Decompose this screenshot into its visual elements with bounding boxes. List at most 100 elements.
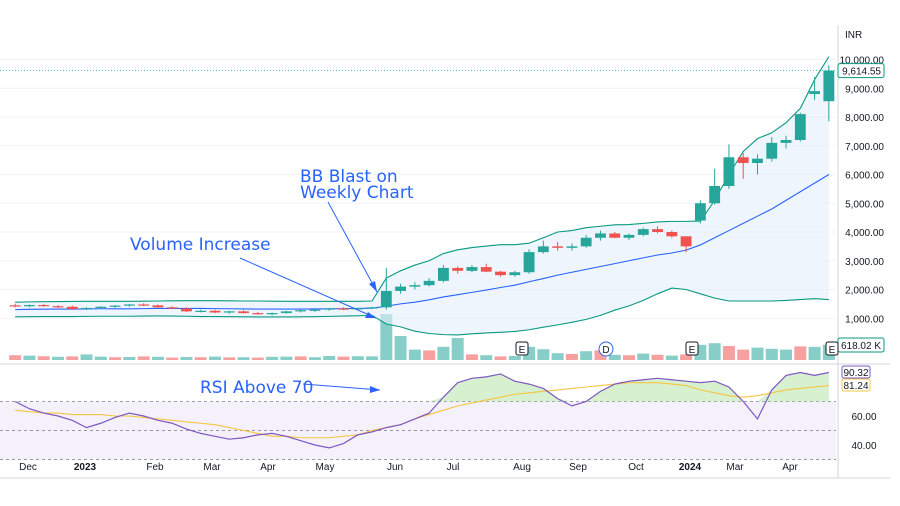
volume-bar [808, 346, 821, 360]
annotation-bb-blast: Weekly Chart [300, 183, 414, 203]
rsi-value-tag [841, 365, 871, 379]
currency-label: INR [845, 30, 862, 41]
annotation-rsi: RSI Above 70 [200, 378, 313, 398]
time-axis-label: Apr [260, 462, 276, 473]
volume-bar [66, 356, 79, 360]
annotation-volume: Volume Increase [130, 235, 271, 255]
rsi-ma-label: 81.24 [843, 381, 868, 392]
volume-bar [665, 355, 678, 360]
time-axis-label: Apr [782, 462, 798, 473]
bollinger-bands [15, 56, 830, 336]
candle-body [81, 307, 92, 310]
volume-bar [508, 356, 521, 360]
time-axis-label: Jul [447, 462, 460, 473]
candle-body [752, 158, 763, 163]
volume-bar [523, 346, 536, 360]
candle-body [566, 246, 578, 248]
price-tick-label: 1,000.00 [845, 314, 884, 325]
volume-bar [594, 350, 607, 360]
volume-bar [437, 346, 450, 360]
time-axis-label: 2023 [74, 462, 97, 473]
candle-body [680, 236, 692, 247]
annotation-arrow-volume [239, 257, 377, 319]
price-axis: INR 10,000.00 9,000.00 8,000.00 7,000.00 6,0… [0, 30, 885, 353]
volume-bar [451, 338, 464, 360]
price-tick-label: 4,000.00 [845, 228, 884, 239]
candle-body [623, 234, 635, 238]
volume-bar [308, 357, 321, 360]
candle-body [323, 308, 335, 310]
candle-body [195, 310, 207, 312]
volume-bar [294, 356, 307, 360]
volume-bar [408, 349, 421, 360]
candle-body [609, 233, 621, 238]
bb-upper-line [15, 56, 830, 303]
time-axis-label: May [316, 462, 335, 473]
candle-body [794, 114, 806, 140]
annotation-arrow-bb [327, 201, 378, 293]
rsi-value-label: 90.32 [843, 368, 868, 379]
candle-body [780, 140, 792, 143]
candle-body [480, 267, 492, 272]
price-tick-label: 9,000.00 [845, 84, 884, 95]
rsi-pane: 60.00 40.00 90.32 81.24 [0, 365, 877, 460]
candle-body [723, 157, 735, 186]
candle-body [537, 246, 549, 253]
volume-bar [551, 353, 564, 360]
volume-bar [366, 356, 379, 360]
candle-body [123, 304, 135, 306]
rsi-line [14, 371, 829, 449]
volume-bar [765, 348, 778, 360]
volume-bar [751, 347, 764, 360]
rsi-ma-tag [841, 378, 871, 392]
volume-bar [637, 353, 650, 360]
time-axis-label: Dec [19, 462, 37, 473]
candle-body [495, 271, 506, 276]
volume-bar [223, 357, 236, 360]
bb-band-fill [15, 56, 829, 335]
candle-body [637, 229, 649, 235]
volume-bar [423, 350, 436, 360]
candle-body [66, 306, 78, 310]
candle-body [152, 305, 164, 308]
candle-body [209, 310, 221, 313]
candle-body [95, 306, 107, 308]
candle-body [395, 286, 407, 291]
volume-bar [323, 356, 336, 360]
annotation-arrow-rsi [302, 383, 381, 391]
candle-body [823, 70, 835, 102]
volume-bar [794, 346, 807, 360]
bb-lower-line [15, 287, 829, 336]
candle-body [9, 305, 21, 307]
candle-body [466, 267, 478, 271]
candle-body [238, 311, 249, 314]
price-tick-label: 5,000.00 [845, 199, 884, 210]
volume-bar [266, 356, 279, 360]
time-axis-label: Oct [628, 462, 644, 473]
candle-body [380, 290, 392, 308]
volume-bar [209, 356, 221, 360]
candle-body [694, 203, 706, 221]
dividend-marker-label: D [602, 345, 609, 356]
volume-bar [80, 354, 93, 360]
price-tick-label: 6,000.00 [845, 171, 884, 182]
candle-body [352, 308, 364, 310]
time-axis: Dec 2023 Feb Mar Apr May Jun Jul Aug Sep Oct 2024 Ma… [19, 462, 798, 473]
volume-bar [565, 354, 578, 360]
candle-body [38, 305, 50, 307]
candle-body [595, 233, 606, 238]
volume-bar [166, 357, 179, 360]
candle-body [452, 267, 464, 271]
time-axis-label: Jun [387, 462, 403, 473]
annotation-arrowhead-bb [369, 281, 377, 292]
volume-bar [251, 357, 264, 360]
earnings-marker-label: E [689, 345, 696, 356]
candle-body [737, 157, 749, 163]
volume-bar [23, 355, 36, 360]
volume-bars [9, 314, 835, 360]
volume-bar [623, 355, 635, 360]
time-axis-label: Feb [146, 462, 164, 473]
last-price-label: 9,614.55 [842, 67, 881, 78]
